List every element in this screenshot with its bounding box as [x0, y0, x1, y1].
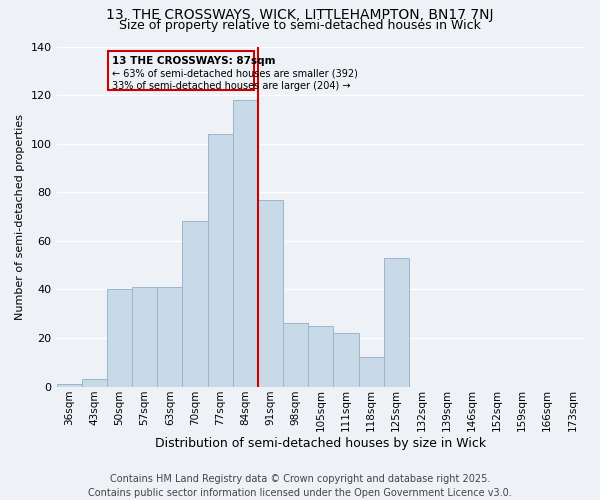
Bar	[308, 326, 334, 386]
Bar	[108, 52, 254, 90]
Bar	[283, 324, 308, 386]
Bar	[233, 100, 258, 386]
Text: 13 THE CROSSWAYS: 87sqm: 13 THE CROSSWAYS: 87sqm	[112, 56, 275, 66]
Bar	[107, 290, 132, 386]
Bar	[82, 380, 107, 386]
Bar	[208, 134, 233, 386]
Bar	[56, 384, 82, 386]
X-axis label: Distribution of semi-detached houses by size in Wick: Distribution of semi-detached houses by …	[155, 437, 487, 450]
Bar	[359, 358, 383, 386]
Text: 33% of semi-detached houses are larger (204) →: 33% of semi-detached houses are larger (…	[112, 80, 350, 90]
Text: Contains HM Land Registry data © Crown copyright and database right 2025.
Contai: Contains HM Land Registry data © Crown c…	[88, 474, 512, 498]
Text: Size of property relative to semi-detached houses in Wick: Size of property relative to semi-detach…	[119, 18, 481, 32]
Bar	[258, 200, 283, 386]
Bar	[383, 258, 409, 386]
Bar	[334, 333, 359, 386]
Text: ← 63% of semi-detached houses are smaller (392): ← 63% of semi-detached houses are smalle…	[112, 68, 358, 78]
Bar	[182, 222, 208, 386]
Y-axis label: Number of semi-detached properties: Number of semi-detached properties	[15, 114, 25, 320]
Text: 13, THE CROSSWAYS, WICK, LITTLEHAMPTON, BN17 7NJ: 13, THE CROSSWAYS, WICK, LITTLEHAMPTON, …	[106, 8, 494, 22]
Bar	[157, 287, 182, 386]
Bar	[132, 287, 157, 386]
